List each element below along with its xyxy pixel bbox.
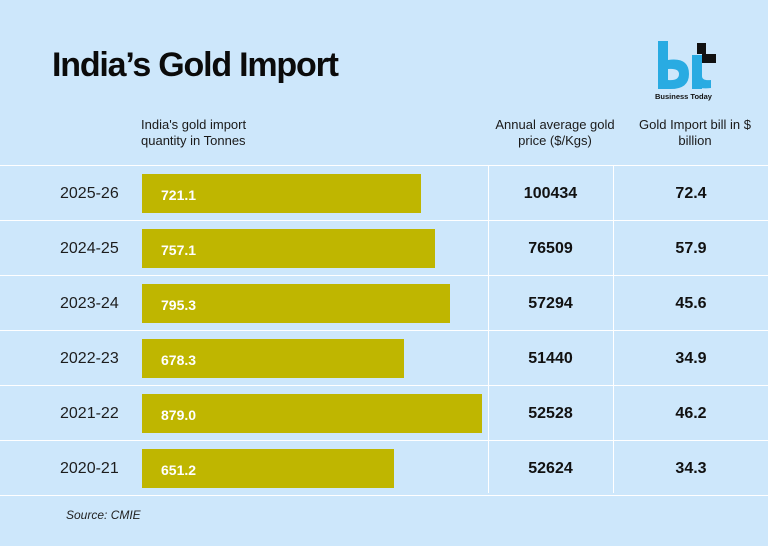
quantity-bar: 879.0 [142, 394, 482, 433]
page-title: India’s Gold Import [52, 46, 339, 84]
price-value: 52528 [528, 405, 573, 422]
column-header-price: Annual average gold price ($/Kgs) [495, 117, 615, 148]
row-divider [0, 495, 768, 496]
bill-value: 34.3 [675, 460, 707, 477]
row-divider [0, 220, 768, 221]
table-row: 2023-24 795.3 57294 45.6 [0, 276, 768, 331]
bar-value-label: 678.3 [161, 352, 197, 368]
year-label: 2022-23 [60, 350, 119, 367]
row-divider [0, 330, 768, 331]
row-divider [0, 165, 768, 166]
bill-value: 34.9 [675, 350, 707, 367]
logo-t-hook [692, 76, 711, 89]
year-label: 2024-25 [60, 240, 119, 257]
quantity-bar: 651.2 [142, 449, 394, 488]
logo-t-top [697, 43, 706, 54]
business-today-logo [658, 41, 716, 90]
table-row: 2021-22 879.0 52528 46.2 [0, 386, 768, 441]
logo-b-stem [658, 41, 668, 89]
bar-value-label: 651.2 [161, 462, 197, 478]
column-divider [488, 165, 489, 493]
table-row: 2022-23 678.3 51440 34.9 [0, 331, 768, 386]
quantity-bar: 721.1 [142, 174, 421, 213]
year-label: 2025-26 [60, 185, 119, 202]
bill-value: 57.9 [675, 240, 707, 257]
price-value: 76509 [528, 240, 573, 257]
price-value: 57294 [528, 295, 573, 312]
logo-b-bowl [668, 59, 689, 90]
table-row: 2020-21 651.2 52624 34.3 [0, 441, 768, 496]
table-row: 2025-26 721.1 100434 72.4 [0, 166, 768, 221]
year-label: 2020-21 [60, 460, 119, 477]
column-divider [613, 165, 614, 493]
quantity-bar: 757.1 [142, 229, 435, 268]
bill-value: 72.4 [675, 185, 707, 202]
bar-value-label: 721.1 [161, 187, 197, 203]
price-value: 100434 [523, 185, 578, 202]
column-header-quantity: India's gold import quantity in Tonnes [141, 117, 247, 148]
source-note: Source: CMIE [66, 508, 141, 522]
bar-value-label: 757.1 [161, 242, 197, 258]
quantity-bar: 795.3 [142, 284, 450, 323]
logo-text: Business Today [655, 92, 712, 101]
logo-t-stem [692, 55, 702, 89]
row-divider [0, 275, 768, 276]
price-value: 52624 [528, 460, 573, 477]
column-header-bill: Gold Import bill in $ billion [639, 117, 751, 148]
logo-t-crossbar [702, 54, 716, 63]
row-divider [0, 440, 768, 441]
quantity-bar: 678.3 [142, 339, 404, 378]
bill-value: 46.2 [675, 405, 707, 422]
price-value: 51440 [528, 350, 573, 367]
bar-value-label: 795.3 [161, 297, 197, 313]
row-divider [0, 385, 768, 386]
year-label: 2023-24 [60, 295, 119, 312]
table-row: 2024-25 757.1 76509 57.9 [0, 221, 768, 276]
bill-value: 45.6 [675, 295, 707, 312]
bar-value-label: 879.0 [161, 407, 197, 423]
year-label: 2021-22 [60, 405, 119, 422]
